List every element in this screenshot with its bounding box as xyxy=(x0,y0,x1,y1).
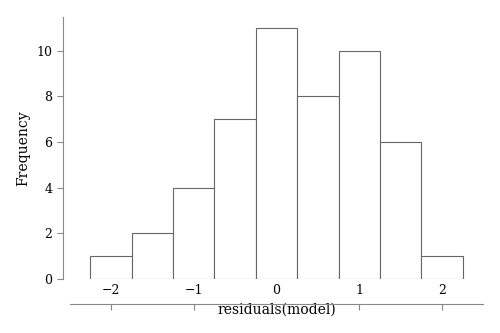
Bar xyxy=(214,119,256,279)
Bar xyxy=(297,97,339,279)
X-axis label: residuals(model): residuals(model) xyxy=(217,302,336,316)
Bar xyxy=(90,256,132,279)
Bar xyxy=(380,142,422,279)
Bar xyxy=(173,188,214,279)
Bar xyxy=(256,28,297,279)
Bar xyxy=(422,256,463,279)
Bar xyxy=(132,233,173,279)
Y-axis label: Frequency: Frequency xyxy=(16,110,30,185)
Bar xyxy=(338,51,380,279)
